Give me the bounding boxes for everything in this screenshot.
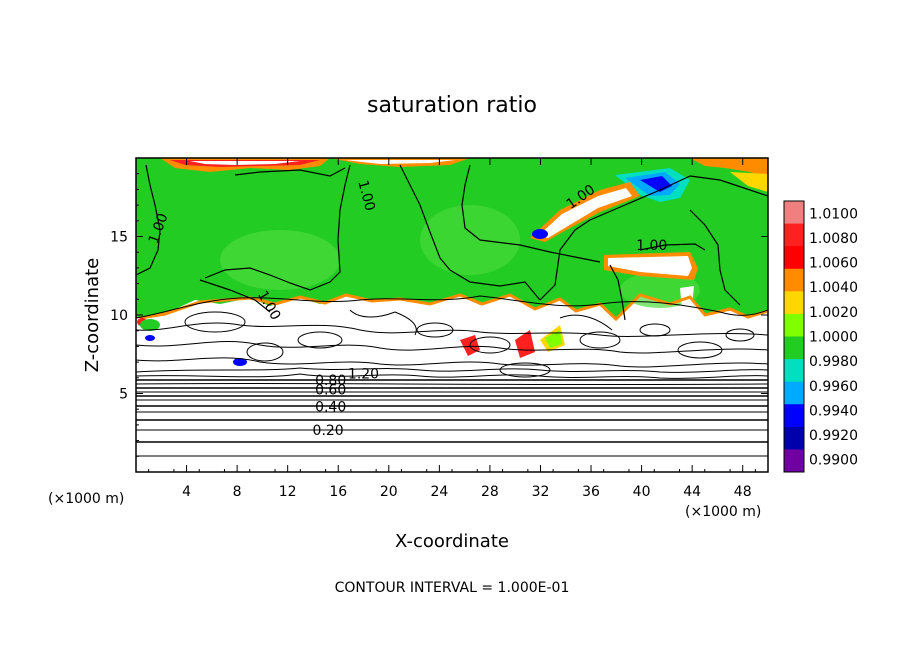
colorbar: 1.0100 1.0080 1.0060 1.0040 1.0020 1.0000 0.99… [783,200,858,473]
y-axis-label: Z-coordinate [82,258,103,373]
cloud-deck-green-patch [140,319,160,331]
colorbar-swatch [784,313,804,337]
y-tick-label: 15 [110,230,128,246]
colorbar-swatch [784,359,804,383]
x-axis-unit: (×1000 m) [685,504,761,520]
colorbar-swatch [784,268,804,292]
colorbar-swatch [784,381,804,405]
colorbar-swatch [784,291,804,315]
contour-label: 1.00 [354,179,378,213]
colorbar-level-label: 1.0100 [809,206,858,222]
colorbar-level-label: 0.9920 [809,428,858,444]
x-axis-label: X-coordinate [395,531,509,552]
colorbar-level-label: 1.0060 [809,256,858,272]
contour-label: 1.00 [636,238,667,254]
colorbar-swatch [784,404,804,428]
x-tick-label: 36 [582,484,600,500]
x-tick-label: 40 [633,484,651,500]
x-tick-label: 44 [683,484,701,500]
colorbar-swatch [784,426,804,450]
contour-lines-lower [136,367,768,457]
x-tick-label: 16 [329,484,347,500]
y-tick-label: 10 [110,308,128,324]
top-streak-white [190,161,300,165]
colorbar-level-label: 0.9900 [809,453,858,469]
top-streak-white-right [345,160,455,164]
cloud-deck-green [545,330,562,348]
y-axis-ticks: 5 10 15 [110,173,768,457]
light-green-patch [220,230,340,290]
colorbar-level-label: 0.9940 [809,403,858,419]
colorbar-swatch [784,336,804,360]
cloud-streak-white [538,188,632,238]
colorbar-level-label: 1.0020 [809,305,858,321]
colorbar-level-label: 0.9980 [809,354,858,370]
x-tick-label: 12 [279,484,297,500]
cloud-deck-blue-spot [233,358,247,366]
colorbar-level-label: 0.9960 [809,379,858,395]
cloud-deck-orange-edge [139,293,768,322]
x-tick-label: 24 [430,484,448,500]
colorbar-swatch [784,201,804,225]
x-tick-label: 48 [734,484,752,500]
cloud-deck-red-spot [515,330,535,358]
x-tick-label: 32 [532,484,550,500]
contour-label: 0.80 [315,373,346,389]
chart-title: saturation ratio [367,93,537,118]
cloud-deck-blue-spot [145,335,155,341]
contour-label: 0.60 [315,382,346,398]
colorbar-frame [783,200,805,473]
y-tick-label: 5 [119,387,128,403]
contour-lines-upper [136,164,768,321]
x-tick-label: 20 [380,484,398,500]
contour-interval-note: CONTOUR INTERVAL = 1.000E-01 [335,580,570,596]
cloud-mid-right-white [608,256,692,276]
contour-label: 0.40 [315,400,346,416]
colorbar-swatch [784,449,804,473]
x-tick-label: 8 [233,484,242,500]
light-green-patch [420,205,520,275]
colorbar-swatch [784,246,804,270]
contour-lines-cloud-deck [136,295,768,378]
top-right-orange [690,158,768,178]
y-axis-unit: (×1000 m) [48,491,124,507]
colorbar-level-label: 1.0000 [809,330,858,346]
x-tick-label: 28 [481,484,499,500]
colorbar-level-label: 1.0040 [809,280,858,296]
top-right-yellow [730,172,768,192]
contour-label: 0.20 [313,423,344,439]
plot-area: 1.001.001.001.001.001.200.800.600.400.20… [110,157,769,500]
cloud-blue-edge [532,229,548,239]
colorbar-level-label: 1.0080 [809,231,858,247]
x-axis-ticks: 4 8 12 16 20 24 28 32 36 40 44 48 [148,158,756,500]
contour-label: 1.20 [348,367,379,383]
colorbar-swatch [784,223,804,247]
x-tick-label: 4 [182,484,191,500]
